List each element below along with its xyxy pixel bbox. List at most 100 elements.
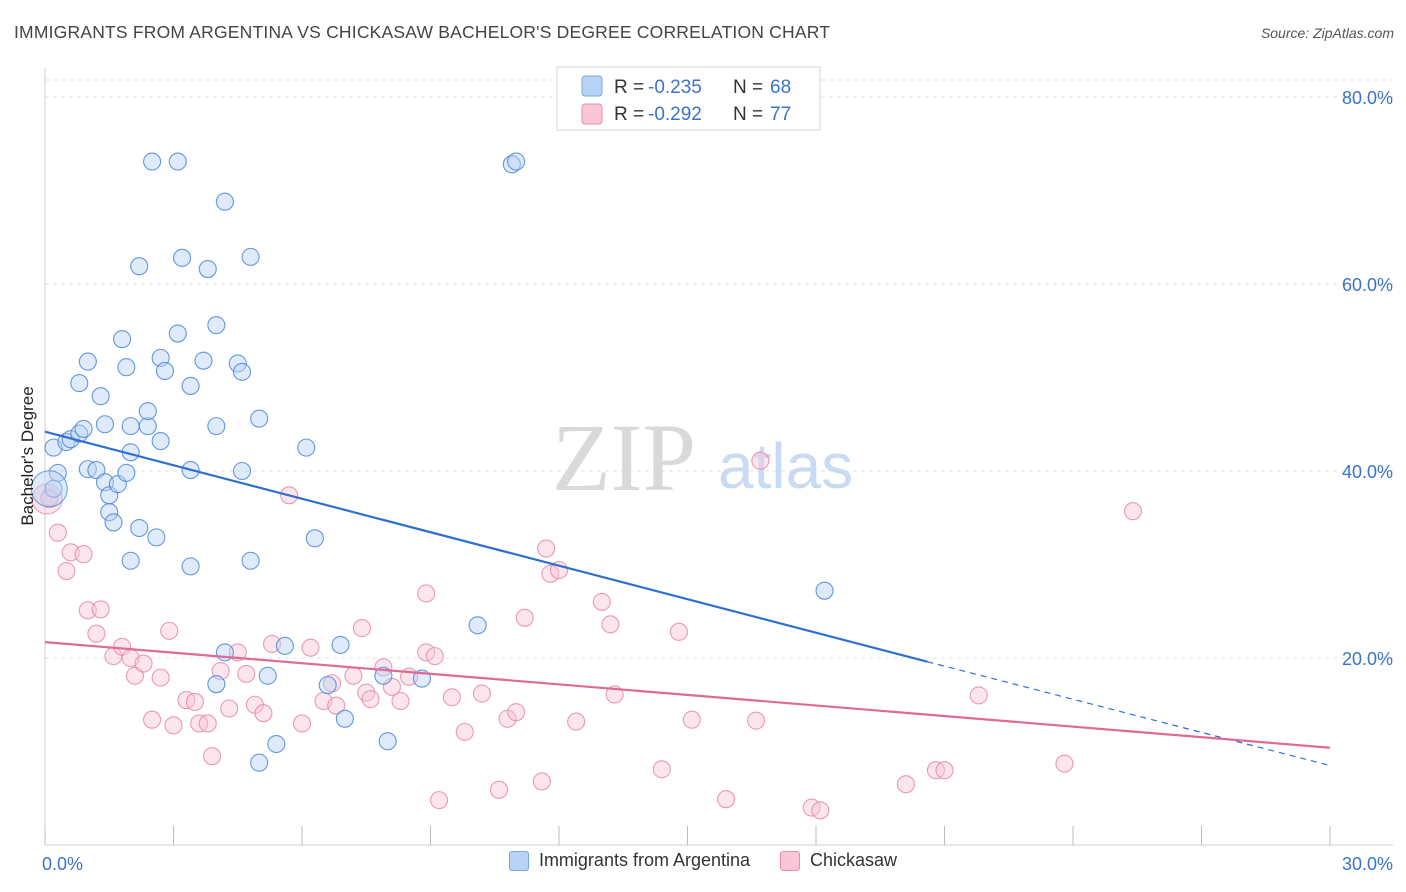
point-blue-points-59 [335, 709, 354, 728]
legend-swatch-blue [581, 75, 603, 97]
point-pink-points-62 [652, 760, 671, 779]
point-blue-points-48 [250, 409, 269, 428]
point-blue-points-17 [173, 248, 192, 267]
x-tick-label-max: 30.0% [1342, 854, 1393, 874]
point-blue-points-46 [232, 461, 252, 481]
point-pink-points-60 [601, 615, 620, 634]
point-pink-points-53 [515, 608, 534, 627]
point-pink-points-59 [592, 592, 611, 611]
point-pink-points-23 [220, 699, 239, 718]
point-blue-points-23 [228, 354, 247, 373]
point-pink-points-65 [716, 790, 736, 809]
point-blue-points-16 [168, 324, 187, 343]
point-pink-points-18 [185, 692, 204, 711]
watermark-atlas: atlas [718, 430, 853, 502]
point-pink-points-6 [91, 600, 110, 619]
point-pink-points-50 [489, 780, 509, 799]
argentina-points [30, 152, 834, 772]
legend-label-argentina: Immigrants from Argentina [538, 850, 751, 870]
point-pink-points-49 [472, 684, 491, 703]
point-pink-points-64 [682, 710, 701, 729]
point-pink-points-25 [237, 664, 256, 683]
point-pink-points-38 [361, 690, 380, 709]
point-pink-points-56 [541, 564, 560, 583]
point-blue-points-5 [74, 419, 93, 438]
bottom-legend: Immigrants from Argentina Chickasaw [0, 850, 1406, 871]
point-blue-points-32 [100, 503, 119, 522]
point-pink-points-55 [537, 539, 556, 558]
point-blue-points-15 [155, 361, 174, 381]
point-blue-points-56 [250, 753, 269, 772]
trend-lines [44, 430, 1331, 767]
trend-line-argentina [44, 430, 928, 663]
point-pink-points-14 [151, 668, 170, 687]
point-blue-points-55 [267, 734, 286, 754]
point-pink-points-74 [1055, 754, 1074, 773]
point-blue-points-13 [143, 152, 162, 171]
point-pink-points-31 [301, 638, 320, 657]
axes [44, 68, 1393, 846]
point-blue-points-20 [198, 259, 217, 279]
point-pink-points-45 [417, 584, 436, 603]
legend-r-label-2: R = [614, 104, 644, 125]
point-pink-points-44 [425, 647, 444, 666]
point-pink-points-70 [896, 775, 916, 794]
point-blue-points-52 [207, 675, 226, 694]
point-pink-points-41 [391, 691, 410, 711]
legend-swatch-pink [581, 103, 603, 125]
legend-r-value-1: -0.235 [648, 77, 702, 98]
y-tick-label-40: 40.0% [1342, 462, 1393, 482]
point-pink-points-30 [292, 714, 312, 733]
point-pink-points-20 [198, 714, 217, 733]
y-tick-label-20: 20.0% [1342, 649, 1393, 669]
point-blue-points-57 [318, 676, 337, 695]
point-pink-points-15 [160, 621, 179, 640]
chickasaw-points [31, 451, 1143, 820]
point-blue-points-19 [194, 351, 213, 370]
legend-swatch-argentina [508, 850, 529, 871]
point-blue-points-53 [258, 666, 277, 685]
point-pink-points-7 [87, 624, 106, 643]
point-pink-points-63 [669, 622, 688, 641]
point-blue-points-21 [207, 316, 226, 335]
point-blue-points-38 [138, 417, 157, 436]
point-blue-points-50 [305, 529, 324, 548]
point-blue-points-25 [241, 247, 260, 266]
point-blue-points-35 [117, 463, 136, 482]
point-blue-points-7 [70, 374, 89, 393]
point-blue-points-37 [121, 417, 140, 436]
legend-r-value-2: -0.292 [648, 104, 702, 125]
point-blue-points-61 [378, 732, 397, 751]
point-blue-points-45 [207, 417, 226, 436]
point-blue-points-58 [331, 635, 350, 654]
point-pink-points-46 [430, 791, 449, 810]
legend-swatch-chickasaw [780, 850, 801, 871]
legend-n-label-1: N = [733, 77, 763, 98]
trend-line-argentina-extension [927, 661, 1331, 767]
point-pink-points-54 [532, 772, 551, 791]
point-blue-points-54 [275, 636, 294, 655]
legend-n-label-2: N = [733, 104, 763, 125]
point-pink-points-69 [811, 801, 830, 820]
legend-n-value-1: 68 [770, 77, 791, 98]
point-pink-points-76 [40, 489, 59, 509]
point-pink-points-12 [134, 654, 153, 673]
point-pink-points-47 [442, 688, 461, 707]
point-pink-points-43 [417, 643, 436, 662]
point-blue-points-42 [121, 551, 140, 570]
point-blue-points-33 [104, 513, 123, 532]
point-pink-points-48 [455, 722, 474, 741]
legend: R = -0.235 N = 68 R = -0.292 N = 77 [556, 66, 821, 131]
point-pink-points-36 [352, 619, 372, 638]
point-blue-points-65 [507, 152, 526, 171]
chart-title: IMMIGRANTS FROM ARGENTINA VS CHICKASAW B… [14, 22, 831, 42]
point-pink-points-34 [327, 696, 346, 715]
point-blue-points-11 [117, 358, 136, 377]
point-pink-points-16 [164, 716, 183, 735]
point-large-blue [30, 470, 68, 508]
point-pink-points-1 [48, 523, 67, 542]
point-pink-points-5 [78, 601, 97, 620]
legend-label-chickasaw: Chickasaw [810, 850, 898, 870]
point-blue-points-43 [181, 557, 200, 576]
